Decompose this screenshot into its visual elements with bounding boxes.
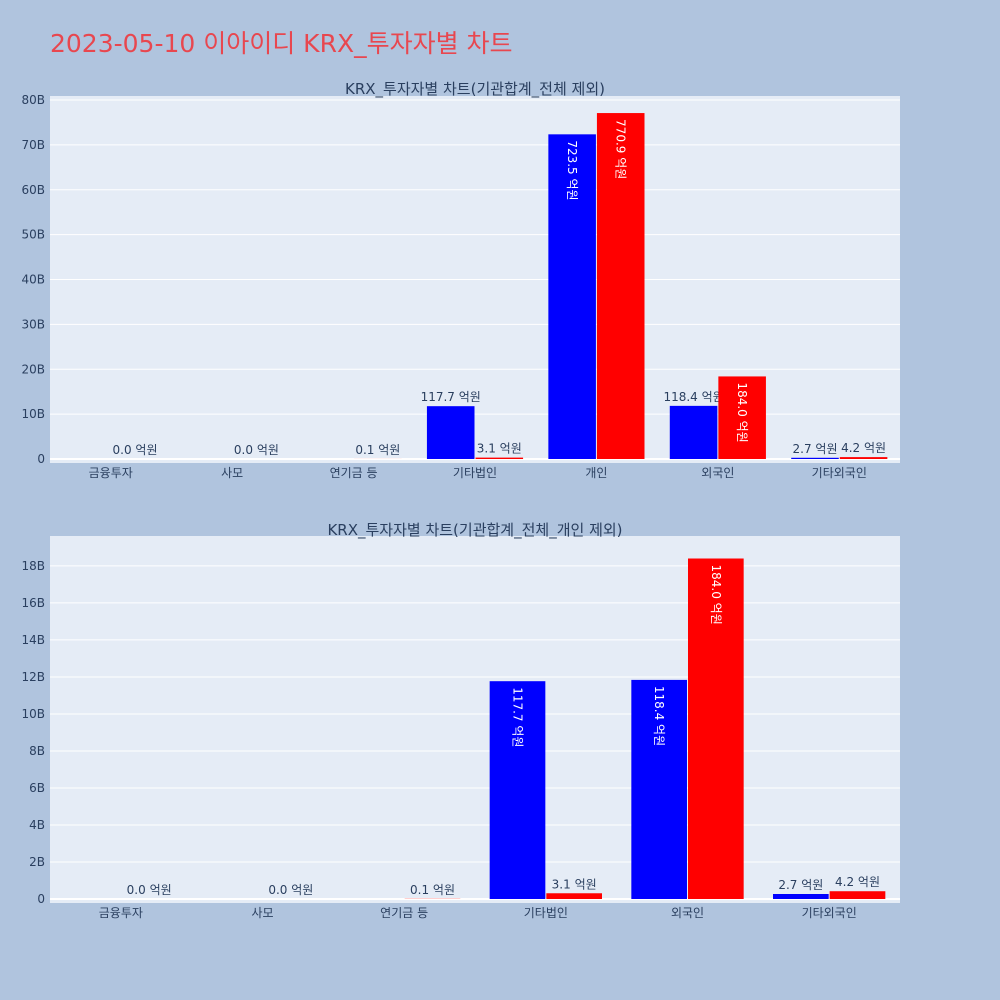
bar-blue xyxy=(489,681,546,899)
y-tick-label: 0 xyxy=(37,892,45,906)
y-tick-label: 8B xyxy=(29,744,45,758)
x-tick-label: 금융투자 xyxy=(99,906,143,920)
bar-red xyxy=(829,891,886,899)
bar-data-label: 184.0 억원 xyxy=(709,565,723,625)
bar-blue xyxy=(773,894,829,899)
x-tick-label: 금융투자 xyxy=(89,466,133,480)
bar-blue xyxy=(631,679,687,899)
y-tick-label: 60B xyxy=(21,183,45,197)
bar-data-label: 117.7 억원 xyxy=(421,390,481,404)
bar-data-label: 184.0 억원 xyxy=(735,382,749,442)
bar-data-label: 2.7 억원 xyxy=(793,442,838,456)
bar-data-label: 117.7 억원 xyxy=(511,687,525,747)
y-tick-label: 2B xyxy=(29,855,45,869)
x-tick-label: 기타외국인 xyxy=(812,466,867,480)
bar-data-label: 0.1 억원 xyxy=(355,443,400,457)
bar-blue xyxy=(791,457,839,459)
y-tick-label: 70B xyxy=(21,138,45,152)
y-tick-label: 16B xyxy=(21,596,45,610)
y-tick-label: 80B xyxy=(21,93,45,107)
bar-blue xyxy=(426,406,475,459)
x-tick-label: 사모 xyxy=(251,906,273,920)
bar-red xyxy=(475,457,524,459)
y-tick-label: 50B xyxy=(21,228,45,242)
x-tick-label: 외국인 xyxy=(671,906,704,920)
x-tick-label: 개인 xyxy=(585,466,607,480)
y-tick-label: 6B xyxy=(29,781,45,795)
bar-data-label: 3.1 억원 xyxy=(552,877,597,891)
y-tick-label: 4B xyxy=(29,818,45,832)
plot-area-2 xyxy=(50,536,900,903)
y-tick-label: 10B xyxy=(21,707,45,721)
bar-blue xyxy=(548,134,596,459)
x-tick-label: 연기금 등 xyxy=(330,466,378,480)
y-tick-label: 30B xyxy=(21,317,45,331)
x-tick-label: 외국인 xyxy=(701,466,734,480)
y-tick-label: 18B xyxy=(21,559,45,573)
bar-data-label: 2.7 억원 xyxy=(778,878,823,892)
bar-red xyxy=(839,457,888,459)
bar-data-label: 0.0 억원 xyxy=(268,883,313,897)
x-tick-label: 기타법인 xyxy=(453,466,497,480)
bar-data-label: 4.2 억원 xyxy=(835,875,880,889)
y-tick-label: 40B xyxy=(21,273,45,287)
x-tick-label: 기타법인 xyxy=(524,906,568,920)
bar-data-label: 0.0 억원 xyxy=(234,443,279,457)
bar-data-label: 118.4 억원 xyxy=(652,686,666,746)
bar-data-label: 3.1 억원 xyxy=(477,442,522,456)
bar-data-label: 0.1 억원 xyxy=(410,883,455,897)
y-tick-label: 20B xyxy=(21,362,45,376)
bar-data-label: 770.9 억원 xyxy=(614,119,628,179)
bar-red xyxy=(718,376,766,459)
y-tick-label: 14B xyxy=(21,633,45,647)
bar-data-label: 118.4 억원 xyxy=(663,390,723,404)
bar-blue xyxy=(669,405,718,459)
chart-title: KRX_투자자별 차트(기관합계_전체_개인 제외) xyxy=(327,521,622,540)
bar-data-label: 0.0 억원 xyxy=(127,883,172,897)
y-tick-label: 12B xyxy=(21,670,45,684)
bar-data-label: 4.2 억원 xyxy=(841,441,886,455)
x-tick-label: 연기금 등 xyxy=(380,906,428,920)
x-tick-label: 기타외국인 xyxy=(802,906,857,920)
bar-data-label: 0.0 억원 xyxy=(113,443,158,457)
y-tick-label: 0 xyxy=(37,452,45,466)
y-tick-label: 10B xyxy=(21,407,45,421)
bar-red xyxy=(546,893,602,899)
chart-title: KRX_투자자별 차트(기관합계_전체 제외) xyxy=(345,80,605,99)
bar-red xyxy=(596,113,645,459)
bar-data-label: 723.5 억원 xyxy=(565,140,579,200)
x-tick-label: 사모 xyxy=(221,466,243,480)
page-title: 2023-05-10 이아이디 KRX_투자자별 차트 xyxy=(50,29,513,58)
bar-red xyxy=(688,558,744,899)
